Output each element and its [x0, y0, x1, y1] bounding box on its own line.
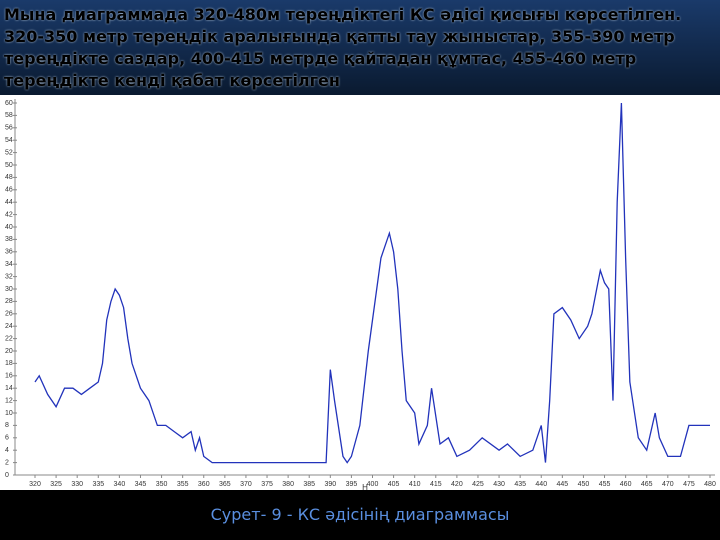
y-tick-label: 20: [5, 348, 13, 355]
y-tick-label: 22: [5, 335, 13, 342]
y-tick-label: 18: [5, 360, 13, 367]
x-tick-label: 460: [620, 481, 632, 488]
x-tick-label: 320: [29, 481, 41, 488]
slide-title: Мына диаграммада 320-480м тереңдіктегі К…: [4, 5, 682, 90]
x-tick-label: 450: [578, 481, 590, 488]
y-tick-label: 14: [5, 385, 13, 392]
y-tick-label: 32: [5, 273, 13, 280]
y-tick-label: 16: [5, 373, 13, 380]
x-tick-label: 370: [240, 481, 252, 488]
x-tick-label: 475: [683, 481, 695, 488]
y-tick-label: 44: [5, 199, 13, 206]
y-tick-label: 38: [5, 236, 13, 243]
x-tick-label: 390: [324, 481, 336, 488]
y-tick-label: 2: [5, 459, 9, 466]
x-tick-label: 455: [599, 481, 611, 488]
x-tick-label: 415: [430, 481, 442, 488]
x-tick-label: 340: [114, 481, 126, 488]
x-tick-label: 380: [282, 481, 294, 488]
x-tick-label: 480: [704, 481, 716, 488]
x-tick-label: 350: [156, 481, 168, 488]
y-tick-label: 58: [5, 112, 13, 119]
y-tick-label: 8: [5, 422, 9, 429]
y-tick-label: 6: [5, 435, 9, 442]
y-tick-label: 52: [5, 149, 13, 156]
x-tick-label: 395: [346, 481, 358, 488]
x-tick-label: 465: [641, 481, 653, 488]
x-tick-label: 435: [514, 481, 526, 488]
x-tick-label: 420: [451, 481, 463, 488]
x-tick-label: 355: [177, 481, 189, 488]
y-tick-label: 40: [5, 224, 13, 231]
y-tick-label: 10: [5, 410, 13, 417]
x-tick-label: 365: [219, 481, 231, 488]
y-tick-label: 50: [5, 162, 13, 169]
x-tick-label: 445: [557, 481, 569, 488]
y-tick-label: 4: [5, 447, 9, 454]
y-tick-label: 56: [5, 125, 13, 132]
chart: H 02468101214161820222426283032343638404…: [0, 95, 720, 490]
x-tick-label: 335: [92, 481, 104, 488]
y-tick-label: 34: [5, 261, 13, 268]
y-tick-label: 12: [5, 397, 13, 404]
x-tick-label: 425: [472, 481, 484, 488]
y-tick-label: 42: [5, 211, 13, 218]
y-tick-label: 54: [5, 137, 13, 144]
y-tick-label: 36: [5, 249, 13, 256]
data-line: [34, 102, 710, 464]
caption: Сурет- 9 - КС әдісінің диаграммасы: [210, 505, 510, 524]
chart-background: [0, 95, 720, 490]
x-tick-label: 405: [388, 481, 400, 488]
y-tick-label: 30: [5, 286, 13, 293]
x-tick-label: 440: [535, 481, 547, 488]
x-tick-label: 330: [71, 481, 83, 488]
y-tick-label: 0: [5, 472, 9, 479]
y-tick-label: 26: [5, 311, 13, 318]
y-tick-label: 48: [5, 174, 13, 181]
header-band: [0, 0, 720, 95]
x-tick-label: 325: [50, 481, 62, 488]
y-tick-label: 60: [5, 100, 13, 107]
y-tick-label: 24: [5, 323, 13, 330]
y-tick-label: 46: [5, 187, 13, 194]
y-tick-label: 28: [5, 298, 13, 305]
x-tick-label: 430: [493, 481, 505, 488]
x-tick-label: 375: [261, 481, 273, 488]
x-tick-label: 385: [303, 481, 315, 488]
x-axis-label: H: [362, 483, 368, 490]
x-tick-label: 470: [662, 481, 674, 488]
x-tick-label: 360: [198, 481, 210, 488]
x-tick-label: 400: [367, 481, 379, 488]
x-tick-label: 345: [135, 481, 147, 488]
x-tick-label: 410: [409, 481, 421, 488]
